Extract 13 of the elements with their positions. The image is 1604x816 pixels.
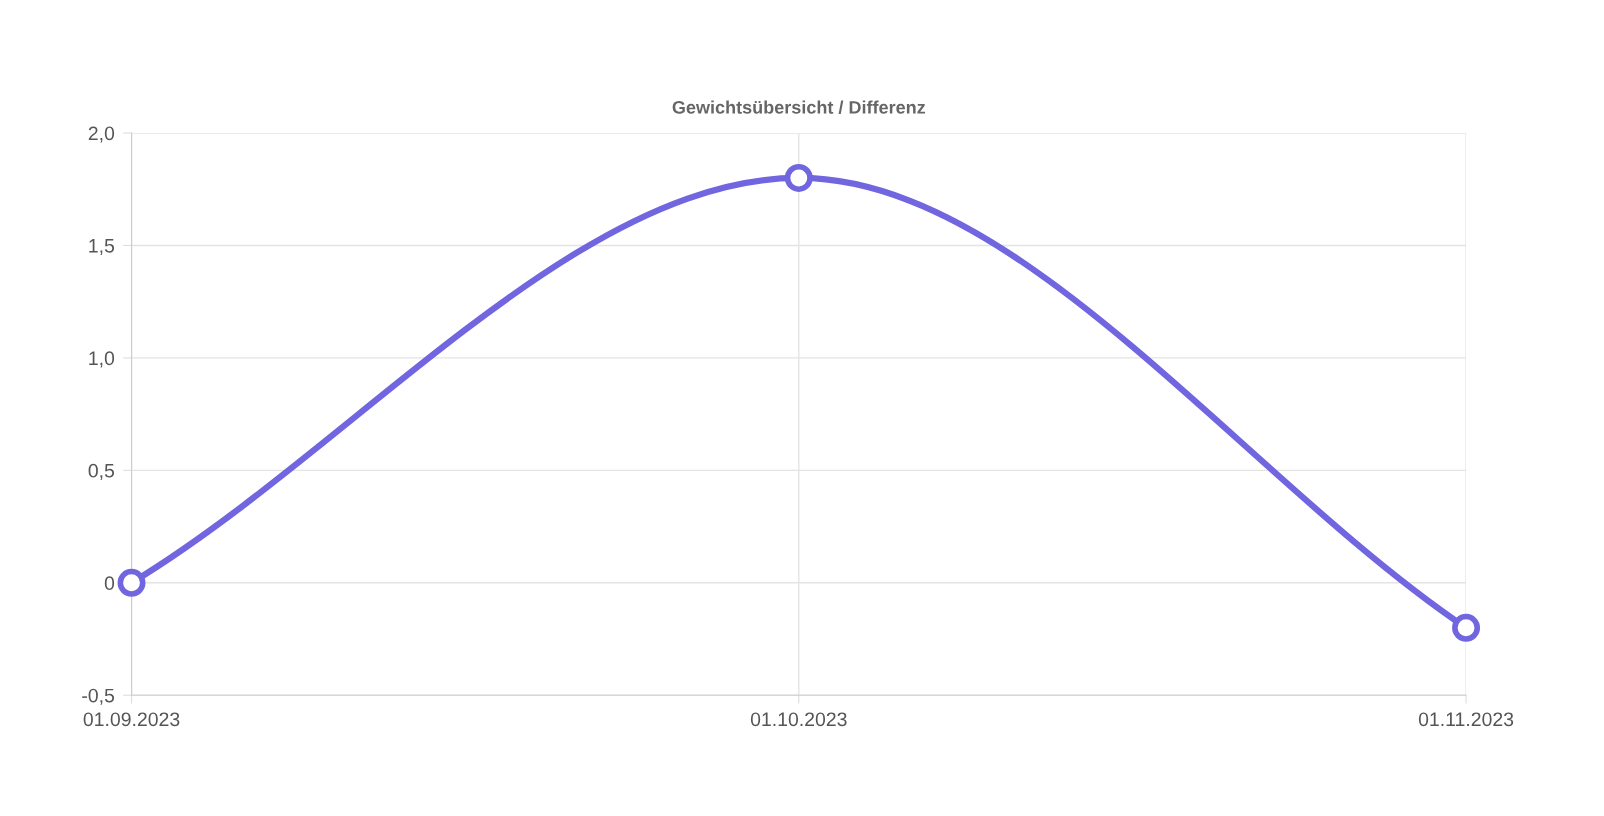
x-tick-label: 01.10.2023	[750, 712, 847, 727]
y-tick-label: 1,5	[89, 239, 115, 255]
point	[117, 568, 146, 597]
y-tick-label: 0,5	[88, 463, 115, 480]
y-tick-label: 0	[104, 576, 115, 591]
x-tick-label: 01.09.2023	[83, 712, 180, 727]
point	[784, 164, 813, 192]
y-tick-label: 1,0	[89, 351, 115, 368]
point	[1452, 613, 1481, 642]
x-tick-label: 01.11.2023	[1418, 712, 1514, 727]
y-tick-label: -0,5	[82, 688, 115, 705]
y-tick-label: 2,0	[88, 126, 115, 143]
chart-title: Gewichtsübersicht / Differenz	[672, 100, 926, 114]
